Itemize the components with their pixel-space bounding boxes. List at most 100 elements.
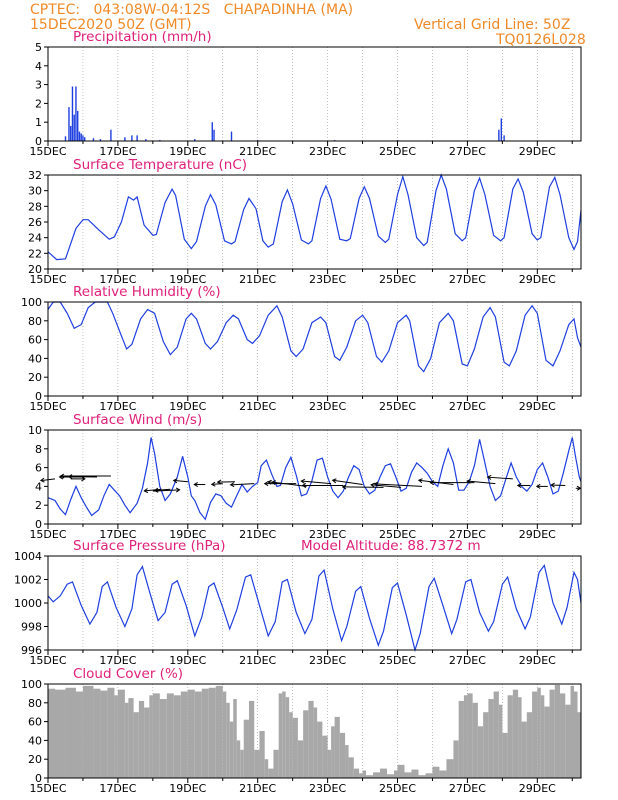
- temperature-title: Surface Temperature (nC): [73, 157, 247, 173]
- y-tick-label: 10: [28, 424, 42, 437]
- wind-arrowhead: [417, 478, 423, 484]
- x-tick-label: 25DEC: [379, 654, 416, 667]
- cloud-bar: [544, 706, 550, 778]
- cloud-bar: [477, 726, 484, 778]
- cloud-bar: [353, 768, 360, 778]
- x-tick-label: 21DEC: [239, 273, 276, 286]
- y-tick-label: 40: [28, 352, 42, 365]
- y-tick-label: 80: [28, 315, 42, 328]
- cloud-bar: [574, 691, 578, 778]
- x-tick-label: 23DEC: [309, 273, 346, 286]
- cloud-bar: [201, 688, 209, 778]
- cloud-bar: [493, 691, 499, 778]
- wind-vector: [173, 479, 188, 483]
- precip-bar: [92, 138, 95, 141]
- cloud-bar: [308, 700, 314, 778]
- wind-arrowhead: [172, 478, 178, 484]
- cloud-bar: [144, 707, 150, 778]
- x-tick-label: 19DEC: [169, 145, 206, 158]
- precip-bar: [500, 118, 503, 141]
- cloud-bar: [273, 749, 279, 778]
- cloud-bar: [507, 695, 513, 778]
- x-tick-label: 25DEC: [379, 273, 416, 286]
- cloud-bar: [453, 740, 459, 778]
- cloud-bar: [93, 688, 101, 778]
- cloud-bar: [313, 707, 318, 778]
- wind-arrowhead: [486, 474, 492, 480]
- x-tick-label: 21DEC: [239, 654, 276, 667]
- cloud-bar: [114, 695, 118, 778]
- cloud-bar: [526, 712, 533, 778]
- precip-bar: [75, 86, 77, 141]
- cloud-bar: [133, 712, 139, 778]
- cloud-bar: [518, 697, 522, 778]
- x-tick-label: 19DEC: [169, 528, 206, 541]
- cloud-bar: [317, 721, 323, 778]
- cloud-bar: [159, 699, 167, 778]
- wind-vector: [374, 483, 423, 487]
- precip-bar: [211, 122, 213, 141]
- cloud-bar: [432, 766, 440, 778]
- y-tick-label: 8: [35, 443, 42, 456]
- precip-bar: [503, 135, 505, 141]
- wind-arrowhead: [216, 479, 222, 485]
- header-station: CPTEC: 043:08W-04:12S CHAPADINHA (MA): [30, 2, 354, 18]
- y-tick-label: 996: [21, 644, 42, 657]
- cloud-bar: [458, 700, 464, 778]
- precip-bar: [73, 114, 75, 141]
- cloud-bar: [240, 749, 244, 778]
- precip-bar: [99, 139, 102, 141]
- x-tick-label: 25DEC: [379, 782, 416, 795]
- precip-bar: [110, 129, 112, 141]
- cloud-bar: [373, 772, 381, 778]
- cloud-bar: [404, 772, 412, 778]
- cloud-bar: [180, 691, 188, 778]
- precip-bar: [82, 135, 84, 141]
- precip-bar: [213, 129, 215, 141]
- model-altitude: Model Altitude: 88.7372 m: [301, 538, 481, 554]
- cloud-bar: [149, 695, 153, 778]
- x-tick-label: 23DEC: [309, 400, 346, 413]
- cloud-bar: [331, 726, 335, 778]
- x-tick-label: 27DEC: [449, 528, 486, 541]
- cloud-bar: [565, 704, 571, 778]
- cloud-bar: [397, 764, 405, 778]
- wind-arrowhead: [263, 481, 269, 487]
- precip-bar: [71, 86, 74, 141]
- cloud-bar: [362, 770, 367, 778]
- pressure-title: Surface Pressure (hPa): [73, 538, 226, 554]
- y-tick-label: 0: [35, 135, 42, 148]
- cloud-cover-title: Cloud Cover (%): [73, 666, 183, 682]
- y-tick-label: 20: [28, 753, 42, 766]
- cloud-bar: [278, 693, 283, 778]
- cloud-bar: [138, 700, 145, 778]
- cloud-bar: [236, 740, 241, 778]
- precipitation-frame: [47, 46, 582, 142]
- y-tick-label: 998: [21, 621, 42, 634]
- humidity-title: Relative Humidity (%): [73, 284, 221, 300]
- x-tick-label: 29DEC: [519, 400, 556, 413]
- wind-arrowhead: [516, 482, 522, 488]
- header-model: TQ0126L028: [496, 32, 586, 48]
- x-tick-label: 27DEC: [449, 654, 486, 667]
- x-tick-label: 25DEC: [379, 528, 416, 541]
- x-tick-label: 23DEC: [309, 528, 346, 541]
- y-tick-label: 80: [28, 697, 42, 710]
- x-tick-label: 25DEC: [379, 145, 416, 158]
- cloud-bar: [532, 691, 538, 778]
- precip-bar: [77, 110, 79, 141]
- x-tick-label: 17DEC: [99, 782, 136, 795]
- wind-arrowhead: [210, 481, 216, 487]
- x-tick-label: 29DEC: [519, 273, 556, 286]
- cloud-bar: [124, 702, 129, 778]
- cloud-bar: [537, 687, 541, 778]
- cloud-bar: [208, 687, 216, 778]
- cloud-bar: [345, 745, 349, 778]
- precip-bar: [136, 135, 138, 141]
- precip-bar: [498, 129, 500, 141]
- cloud-bar: [570, 685, 575, 778]
- y-tick-label: 4: [35, 60, 42, 73]
- x-tick-label: 27DEC: [449, 145, 486, 158]
- cloud-bar: [540, 695, 545, 778]
- cloud-bar: [187, 689, 195, 778]
